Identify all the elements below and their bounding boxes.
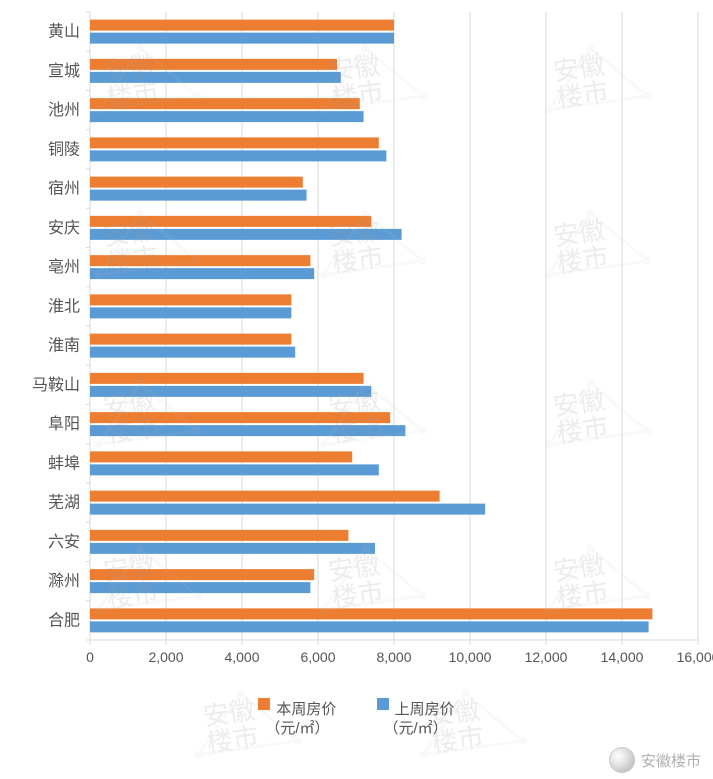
- bar-last-week: [90, 33, 394, 44]
- category-label: 蚌埠: [48, 454, 80, 472]
- x-tick-label: 4,000: [224, 649, 259, 665]
- category-label: 亳州: [48, 258, 80, 276]
- category-label: 六安: [48, 533, 80, 551]
- bar-this-week: [90, 59, 337, 70]
- category-label: 滁州: [48, 572, 80, 590]
- x-tick-label: 6,000: [300, 649, 335, 665]
- bar-this-week: [90, 255, 310, 266]
- x-tick-label: 10,000: [449, 649, 492, 665]
- legend-swatch-this-week: [258, 698, 270, 710]
- bar-this-week: [90, 451, 352, 462]
- bar-this-week: [90, 216, 371, 227]
- bar-last-week: [90, 582, 310, 593]
- x-tick-label: 0: [86, 649, 94, 665]
- category-label: 安庆: [48, 219, 80, 237]
- x-tick-label: 14,000: [601, 649, 644, 665]
- chart-container: 0 2,000 4,000 6,000 8,000 10,000 12,000 14,000 1…: [0, 0, 713, 779]
- bar-last-week: [90, 190, 307, 201]
- bar-last-week: [90, 111, 364, 122]
- bar-last-week: [90, 150, 386, 161]
- bar-this-week: [90, 20, 394, 31]
- category-label: 淮南: [48, 337, 80, 355]
- bar-last-week: [90, 268, 314, 279]
- legend-label: 上周房价: [395, 701, 455, 718]
- bar-this-week: [90, 334, 291, 345]
- bar-this-week: [90, 530, 348, 541]
- bar-this-week: [90, 177, 303, 188]
- category-label: 马鞍山: [32, 376, 80, 394]
- bar-last-week: [90, 543, 375, 554]
- bar-last-week: [90, 72, 341, 83]
- bar-this-week: [90, 98, 360, 109]
- category-label: 阜阳: [48, 415, 80, 433]
- footer-credit: 安徽楼市: [609, 747, 701, 773]
- chart-legend: 本周房价 （元/㎡） 上周房价 （元/㎡）: [0, 698, 713, 739]
- x-tick-label: 16,000: [677, 649, 713, 665]
- category-label: 淮北: [48, 297, 80, 315]
- bar-this-week: [90, 373, 364, 384]
- legend-swatch-last-week: [377, 698, 389, 710]
- footer-avatar-icon: [609, 747, 635, 773]
- category-label: 宿州: [48, 180, 80, 198]
- legend-item-this-week: 本周房价 （元/㎡）: [258, 698, 336, 739]
- bar-last-week: [90, 504, 485, 515]
- legend-label: 本周房价: [276, 701, 336, 718]
- x-tick-label: 2,000: [148, 649, 183, 665]
- category-label: 黄山: [48, 23, 80, 41]
- bar-last-week: [90, 621, 649, 632]
- bar-this-week: [90, 412, 390, 423]
- footer-credit-text: 安徽楼市: [641, 750, 701, 771]
- bar-this-week: [90, 294, 291, 305]
- x-tick-label: 8,000: [376, 649, 411, 665]
- legend-label: （元/㎡）: [384, 720, 448, 737]
- bar-this-week: [90, 569, 314, 580]
- bar-last-week: [90, 229, 402, 240]
- category-label: 铜陵: [48, 140, 80, 158]
- x-tick-label: 12,000: [525, 649, 568, 665]
- category-label: 宣城: [48, 62, 80, 80]
- bar-this-week: [90, 491, 440, 502]
- legend-label: （元/㎡）: [265, 720, 329, 737]
- bar-this-week: [90, 137, 379, 148]
- legend-item-last-week: 上周房价 （元/㎡）: [377, 698, 455, 739]
- chart-svg: 0 2,000 4,000 6,000 8,000 10,000 12,000 14,000 1…: [0, 0, 713, 779]
- bar-last-week: [90, 347, 295, 358]
- bar-last-week: [90, 307, 291, 318]
- category-label: 合肥: [48, 611, 80, 629]
- bar-last-week: [90, 425, 405, 436]
- bar-last-week: [90, 464, 379, 475]
- bar-this-week: [90, 608, 652, 619]
- category-label: 池州: [48, 101, 80, 119]
- bar-last-week: [90, 386, 371, 397]
- category-label: 芜湖: [48, 494, 80, 512]
